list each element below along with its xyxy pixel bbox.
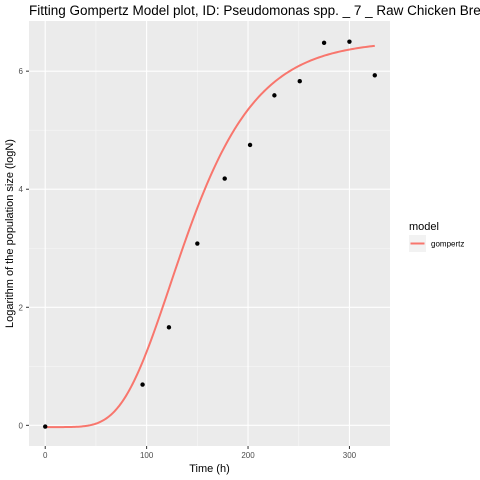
x-axis-title: Time (h) — [189, 463, 230, 475]
chart-title: Fitting Gompertz Model plot, ID: Pseudom… — [29, 3, 480, 18]
data-point — [247, 142, 253, 148]
y-tick-label: 6 — [19, 67, 24, 76]
y-tick-label: 4 — [19, 185, 24, 194]
data-point — [140, 382, 145, 387]
legend: model gompertz — [409, 221, 464, 252]
axis-ticks: 0 100 200 300 0 2 4 6 — [19, 67, 357, 460]
legend-title: model — [409, 221, 439, 233]
data-points — [43, 39, 377, 429]
y-axis-title: Logarithm of the population size (logN) — [4, 139, 16, 328]
data-point — [321, 40, 327, 46]
x-tick-label: 300 — [343, 451, 357, 460]
x-tick-label: 200 — [241, 451, 255, 460]
data-point — [166, 325, 172, 330]
data-point — [195, 241, 200, 246]
x-tick-label: 0 — [43, 451, 48, 460]
y-tick-label: 0 — [19, 421, 24, 430]
data-point — [272, 93, 277, 98]
data-point — [372, 73, 377, 78]
series-layer — [45, 44, 375, 429]
legend-label-gompertz: gompertz — [431, 240, 464, 249]
y-tick-label: 2 — [19, 303, 24, 312]
data-point — [347, 39, 352, 44]
grid-minor — [29, 21, 390, 446]
plot-panel — [29, 21, 390, 446]
data-point — [43, 424, 48, 429]
x-tick-label: 100 — [140, 451, 154, 460]
series-line-gompertz — [45, 44, 375, 429]
data-point — [297, 79, 302, 84]
data-point — [222, 176, 227, 181]
